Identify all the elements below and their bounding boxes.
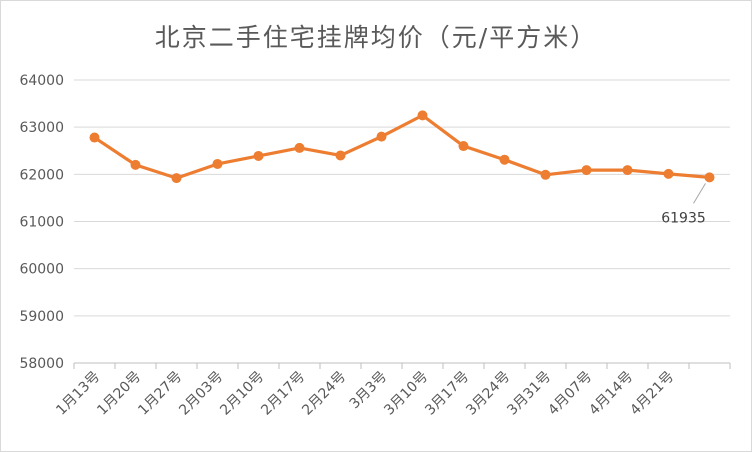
data-point <box>89 132 100 143</box>
gridlines <box>74 79 730 364</box>
x-tick-label: 1月20号 <box>94 369 144 419</box>
y-tick-label: 64000 <box>19 73 64 89</box>
data-point <box>581 165 592 176</box>
x-tick-label: 4月21号 <box>627 369 677 419</box>
data-point <box>540 169 551 180</box>
x-tick-label: 1月27号 <box>135 369 185 419</box>
series-line <box>93 113 710 180</box>
x-tick-label: 3月17号 <box>422 369 472 419</box>
data-point <box>663 168 674 179</box>
data-point <box>130 159 141 170</box>
data-point <box>417 110 428 121</box>
y-tick-label: 63000 <box>19 120 64 136</box>
x-tick-label: 3月10号 <box>381 369 431 419</box>
x-tick-label: 2月17号 <box>258 369 308 419</box>
data-point <box>499 154 510 165</box>
chart-title: 北京二手住宅挂牌均价（元/平方米） <box>154 23 598 52</box>
x-tick-label: 4月14号 <box>586 369 636 419</box>
data-point <box>622 165 633 176</box>
y-tick-label: 58000 <box>19 356 64 372</box>
y-tick-label: 61000 <box>19 215 64 231</box>
data-point <box>704 172 715 183</box>
data-point <box>253 150 264 161</box>
data-point <box>376 131 387 142</box>
x-tick-label: 2月03号 <box>176 369 226 419</box>
y-tick-label: 60000 <box>19 262 64 278</box>
data-labels: 61935 <box>661 183 706 226</box>
data-point <box>294 142 305 153</box>
data-point <box>171 173 182 184</box>
data-label: 61935 <box>661 210 706 226</box>
series-group <box>89 110 715 184</box>
data-label-leader <box>693 183 706 204</box>
data-point <box>335 150 346 161</box>
y-axis-ticks: 58000 59000 60000 61000 62000 63000 64000 <box>19 73 64 372</box>
x-tick-label: 2月24号 <box>299 369 349 419</box>
x-tick-label: 1月13号 <box>53 369 103 419</box>
x-tick-label: 3月31号 <box>504 369 554 419</box>
x-tick-label: 4月07号 <box>545 369 595 419</box>
x-tick-label: 2月10号 <box>217 369 267 419</box>
x-tick-label: 3月24号 <box>463 369 513 419</box>
y-tick-label: 59000 <box>19 309 64 325</box>
x-axis-ticks: 1月13号1月20号1月27号2月03号2月10号2月17号2月24号3月3号3… <box>53 363 731 419</box>
data-point <box>458 141 469 152</box>
data-point <box>212 158 223 169</box>
y-tick-label: 62000 <box>19 167 64 183</box>
